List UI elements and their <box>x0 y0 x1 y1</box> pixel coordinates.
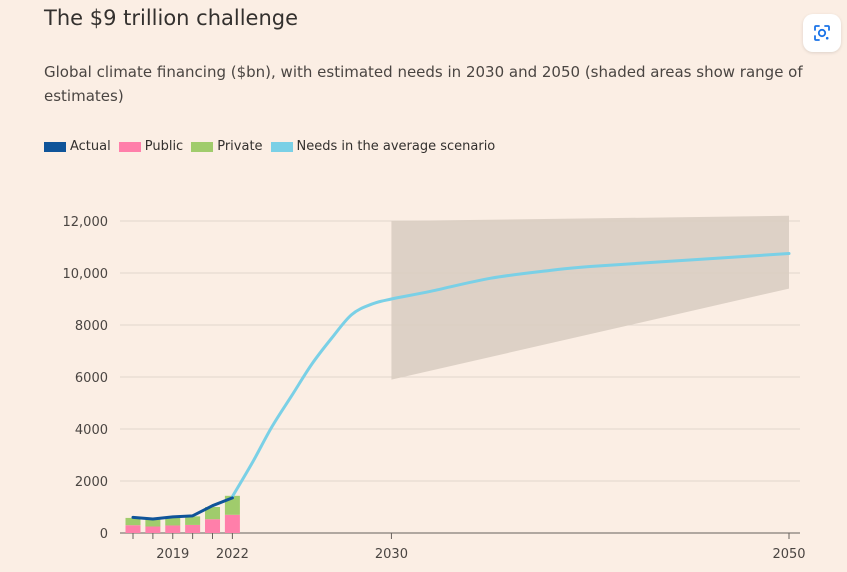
bar-public-2017 <box>125 525 141 533</box>
legend-swatch-actual <box>44 141 66 152</box>
legend-item-private: Private <box>191 139 263 154</box>
legend-label-needs: Needs in the average scenario <box>296 139 496 154</box>
legend-label-public: Public <box>144 139 184 154</box>
legend-swatch-needs <box>270 141 293 152</box>
x-tick-label: 2022 <box>216 547 249 562</box>
legend-item-public: Public <box>118 139 184 154</box>
x-tick-label: 2019 <box>156 547 189 562</box>
y-tick-label: 10,000 <box>63 267 109 282</box>
bar-private-2018 <box>145 519 161 527</box>
legend-swatch-public <box>118 141 141 152</box>
bar-private-2020 <box>185 516 201 525</box>
y-tick-label: 4000 <box>75 423 108 438</box>
legend-label-actual: Actual <box>70 139 111 154</box>
bar-private-2017 <box>125 517 141 526</box>
chart-subtitle: Global climate financing ($bn), with est… <box>44 63 803 105</box>
chart-legend: Actual Public Private Needs in the avera… <box>44 139 503 154</box>
bar-public-2022 <box>224 514 240 533</box>
legend-item-needs: Needs in the average scenario <box>270 139 496 154</box>
y-tick-label: 12,000 <box>63 215 109 230</box>
x-tick-label: 2030 <box>375 547 408 562</box>
needs-line <box>230 252 791 499</box>
bar-public-2021 <box>205 519 221 533</box>
y-tick-label: 0 <box>100 527 108 542</box>
google-lens-icon <box>814 25 830 41</box>
legend-label-private: Private <box>217 139 263 154</box>
needs-range-band <box>391 215 789 380</box>
bar-public-2020 <box>185 524 201 533</box>
y-tick-label: 2000 <box>75 475 108 490</box>
legend-item-actual: Actual <box>44 139 111 154</box>
actual-line <box>131 496 234 521</box>
bar-private-2021 <box>205 507 221 520</box>
bar-public-2018 <box>145 526 161 533</box>
bar-private-2019 <box>165 517 181 526</box>
y-tick-label: 8000 <box>75 319 108 334</box>
legend-swatch-private <box>191 141 214 152</box>
google-lens-button[interactable] <box>803 14 841 52</box>
bar-public-2019 <box>165 525 181 533</box>
chart-title: The $9 trillion challenge <box>44 6 299 30</box>
y-tick-label: 6000 <box>75 371 108 386</box>
x-tick-label: 2050 <box>772 547 805 562</box>
